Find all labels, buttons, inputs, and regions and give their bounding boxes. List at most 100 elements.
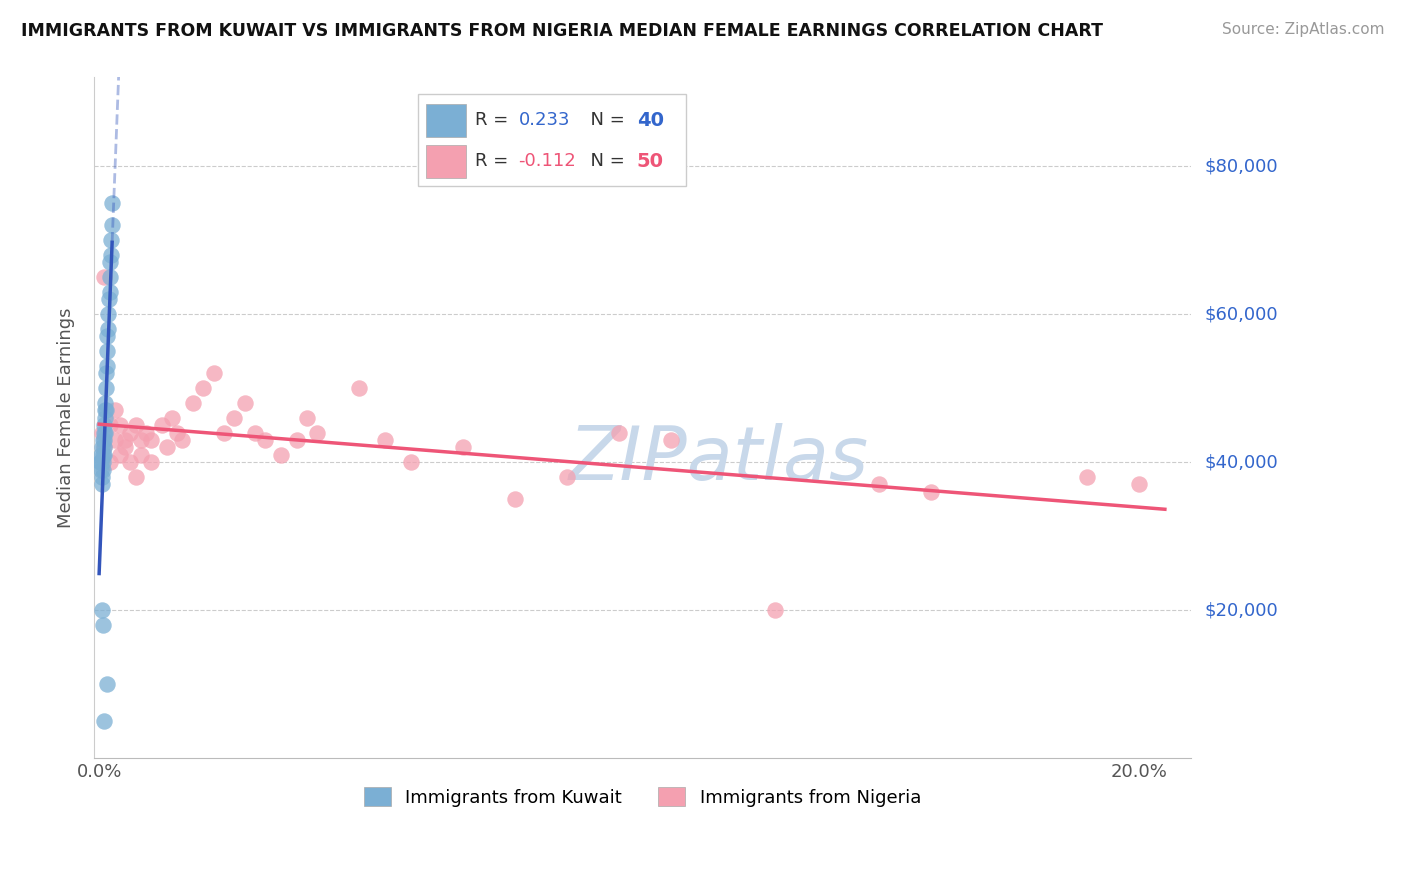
- Point: [108, 448, 131, 462]
- Point: [97, 322, 120, 336]
- Point: [243, 425, 266, 440]
- Point: [91, 433, 114, 447]
- Point: [90, 463, 112, 477]
- Point: [181, 396, 204, 410]
- Point: [114, 433, 136, 447]
- Point: [156, 441, 179, 455]
- Point: [270, 448, 292, 462]
- Point: [91, 618, 114, 632]
- Point: [150, 418, 173, 433]
- Point: [124, 470, 146, 484]
- Point: [100, 219, 122, 233]
- Point: [94, 410, 117, 425]
- Point: [347, 381, 370, 395]
- Point: [139, 433, 162, 447]
- Point: [90, 441, 112, 455]
- Text: $60,000: $60,000: [1205, 305, 1278, 323]
- Text: IMMIGRANTS FROM KUWAIT VS IMMIGRANTS FROM NIGERIA MEDIAN FEMALE EARNINGS CORRELA: IMMIGRANTS FROM KUWAIT VS IMMIGRANTS FRO…: [21, 22, 1104, 40]
- Point: [295, 410, 318, 425]
- Point: [91, 448, 114, 462]
- Point: [114, 441, 136, 455]
- Point: [93, 433, 115, 447]
- Point: [212, 425, 235, 440]
- Point: [104, 403, 127, 417]
- Point: [659, 433, 682, 447]
- Point: [98, 293, 121, 307]
- Text: Source: ZipAtlas.com: Source: ZipAtlas.com: [1222, 22, 1385, 37]
- Point: [96, 344, 118, 359]
- Point: [101, 196, 124, 211]
- Point: [124, 418, 146, 433]
- Point: [96, 329, 118, 343]
- Point: [120, 425, 142, 440]
- FancyBboxPatch shape: [426, 145, 465, 178]
- Point: [90, 448, 112, 462]
- Point: [374, 433, 396, 447]
- Point: [93, 425, 115, 440]
- Text: 50: 50: [637, 152, 664, 170]
- Point: [172, 433, 194, 447]
- Point: [135, 425, 157, 440]
- Point: [97, 307, 120, 321]
- Point: [91, 455, 114, 469]
- Point: [100, 233, 122, 247]
- Point: [202, 367, 225, 381]
- Point: [93, 714, 115, 729]
- Point: [94, 403, 117, 417]
- Point: [139, 455, 162, 469]
- Point: [93, 270, 115, 285]
- Point: [307, 425, 329, 440]
- Point: [399, 455, 422, 469]
- Text: $80,000: $80,000: [1205, 157, 1278, 175]
- Point: [1128, 477, 1150, 491]
- Text: -0.112: -0.112: [519, 153, 576, 170]
- Point: [108, 418, 131, 433]
- Point: [90, 470, 112, 484]
- Legend: Immigrants from Kuwait, Immigrants from Nigeria: Immigrants from Kuwait, Immigrants from …: [357, 780, 928, 814]
- Point: [224, 410, 246, 425]
- Text: N =: N =: [579, 153, 630, 170]
- Point: [93, 441, 115, 455]
- Point: [920, 484, 942, 499]
- Point: [104, 433, 127, 447]
- Point: [503, 492, 526, 507]
- Point: [93, 448, 115, 462]
- Point: [89, 455, 111, 469]
- Point: [94, 403, 117, 417]
- Point: [285, 433, 308, 447]
- Point: [233, 396, 256, 410]
- Text: N =: N =: [579, 112, 630, 129]
- Text: ZIPatlas: ZIPatlas: [569, 423, 869, 495]
- Point: [607, 425, 630, 440]
- Point: [100, 248, 122, 262]
- Text: $20,000: $20,000: [1205, 601, 1278, 619]
- Point: [555, 470, 578, 484]
- Y-axis label: Median Female Earnings: Median Female Earnings: [58, 308, 75, 528]
- Point: [94, 396, 117, 410]
- Point: [98, 455, 121, 469]
- Point: [91, 477, 114, 491]
- Point: [129, 448, 152, 462]
- Point: [451, 441, 474, 455]
- Point: [763, 603, 786, 617]
- Point: [96, 367, 118, 381]
- Point: [93, 418, 115, 433]
- Point: [120, 455, 142, 469]
- Text: 40: 40: [637, 111, 664, 130]
- FancyBboxPatch shape: [426, 104, 465, 136]
- Point: [129, 433, 152, 447]
- Point: [191, 381, 214, 395]
- Point: [90, 603, 112, 617]
- Point: [98, 285, 121, 299]
- Point: [98, 418, 121, 433]
- Point: [94, 381, 117, 395]
- Point: [98, 255, 121, 269]
- Text: R =: R =: [475, 153, 513, 170]
- Point: [1076, 470, 1098, 484]
- Point: [166, 425, 188, 440]
- Text: 0.233: 0.233: [519, 112, 569, 129]
- Point: [160, 410, 183, 425]
- Point: [91, 463, 114, 477]
- Point: [868, 477, 890, 491]
- Text: R =: R =: [475, 112, 513, 129]
